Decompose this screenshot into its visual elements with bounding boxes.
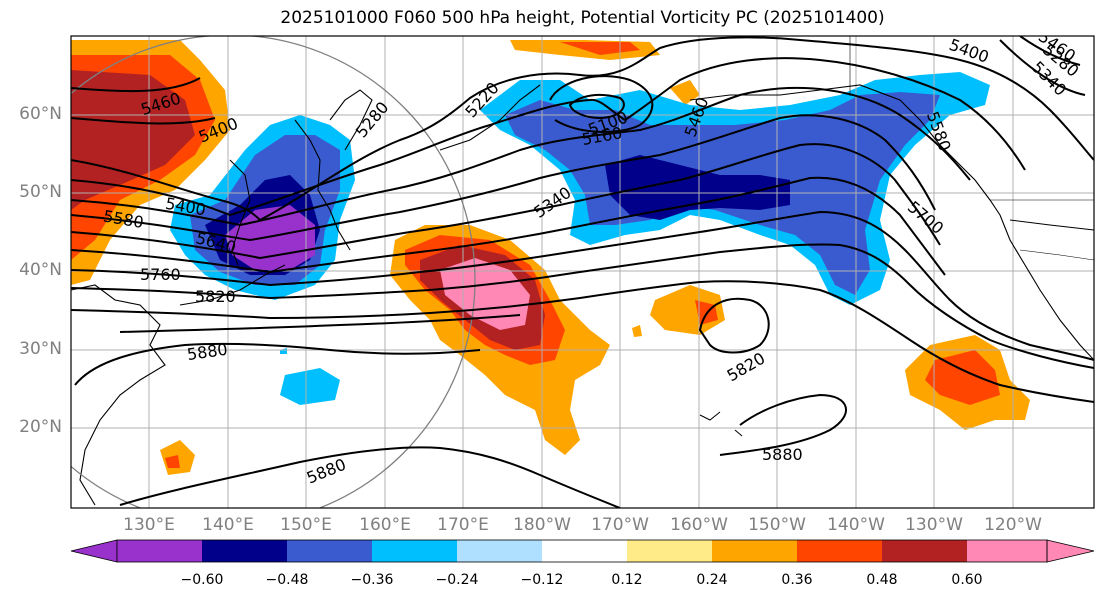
contour-label: 5880 <box>762 445 803 464</box>
colorbar-tick-label: −0.24 <box>435 572 479 588</box>
height-contours <box>71 36 1094 508</box>
contour-label: 5820 <box>195 287 236 306</box>
colorbar <box>70 539 1095 563</box>
range-ring <box>71 36 476 508</box>
lon-label: 180°W <box>513 515 571 535</box>
lon-label: 130°E <box>123 515 175 535</box>
colorbar-tick-label: 0.48 <box>866 572 898 588</box>
lon-label: 150°E <box>280 515 332 535</box>
lon-label: 160°W <box>670 515 728 535</box>
colorbar-tick-label: 0.60 <box>951 572 983 588</box>
colorbar-extend-high <box>1046 539 1095 563</box>
lon-label: 150°W <box>748 515 806 535</box>
lon-label: 160°E <box>359 515 411 535</box>
lon-label: 170°W <box>591 515 649 535</box>
lon-label: 140°W <box>827 515 885 535</box>
lon-label: 120°W <box>984 515 1042 535</box>
lat-label: 50°N <box>19 182 62 202</box>
colorbar-swatch <box>712 540 797 562</box>
colorbar-tick-label: 0.24 <box>696 572 728 588</box>
chart-title: 2025101000 F060 500 hPa height, Potentia… <box>280 8 885 28</box>
colorbar-swatch <box>372 540 457 562</box>
map-frame <box>70 35 1095 509</box>
colorbar-swatch <box>287 540 372 562</box>
colorbar-swatch <box>967 540 1047 562</box>
colorbar-extend-low <box>70 539 118 563</box>
colorbar-swatch <box>797 540 882 562</box>
colorbar-swatch <box>627 540 712 562</box>
colorbar-tick-label: −0.12 <box>520 572 564 588</box>
lat-label: 40°N <box>19 260 62 280</box>
colorbar-tick-label: −0.36 <box>350 572 394 588</box>
lat-label: 30°N <box>19 339 62 359</box>
lon-label: 140°E <box>202 515 254 535</box>
colorbar-tick-label: 0.36 <box>781 572 813 588</box>
lat-label: 60°N <box>19 104 62 124</box>
borders <box>849 36 1094 261</box>
colorbar-swatch <box>542 540 627 562</box>
lon-label: 170°E <box>437 515 489 535</box>
colorbar-swatch <box>457 540 542 562</box>
colorbar-swatch <box>202 540 287 562</box>
colorbar-tick-label: −0.48 <box>265 572 309 588</box>
lon-label: 130°W <box>905 515 963 535</box>
contour-label: 5760 <box>140 265 181 284</box>
colorbar-tick-label: 0.12 <box>611 572 643 588</box>
colorbar-swatch <box>117 540 202 562</box>
colorbar-tick-label: −0.60 <box>180 572 224 588</box>
colorbar-swatch <box>882 540 967 562</box>
lat-label: 20°N <box>19 417 62 437</box>
